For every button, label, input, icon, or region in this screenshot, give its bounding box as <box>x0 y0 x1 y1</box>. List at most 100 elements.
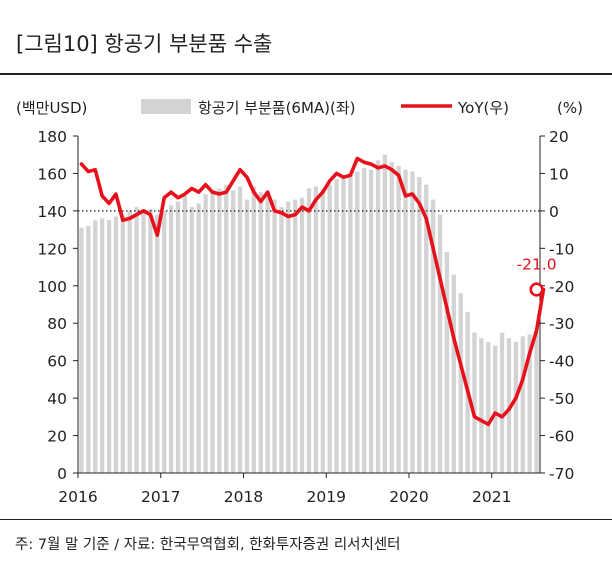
bar <box>155 214 160 473</box>
x-tick-label: 2019 <box>307 488 346 506</box>
yoy-line <box>79 156 546 427</box>
bar <box>527 334 532 473</box>
last-point-marker <box>529 282 544 297</box>
bar <box>286 201 291 473</box>
right-tick-label: -70 <box>549 465 574 483</box>
bar <box>479 338 484 473</box>
x-tick-label: 2016 <box>58 488 97 506</box>
right-axis-unit-label: (%) <box>557 99 583 117</box>
bar <box>86 225 91 473</box>
left-tick-label: 140 <box>37 203 67 221</box>
right-tick-label: 10 <box>549 165 569 183</box>
left-tick-label: 60 <box>47 353 67 371</box>
bar <box>472 332 477 473</box>
bar <box>210 190 215 474</box>
left-tick-label: 20 <box>47 428 67 446</box>
bar <box>382 154 387 473</box>
bar <box>396 165 401 473</box>
figure-title: [그림10] 항공기 부분품 수출 <box>16 32 273 56</box>
right-tick-label: -20 <box>549 278 574 296</box>
source-rule <box>0 519 612 520</box>
bar <box>430 199 436 473</box>
bar <box>493 345 498 473</box>
left-tick-label: 160 <box>37 165 67 183</box>
legend-bar-label: 항공기 부분품(6MA)(좌) <box>198 99 356 117</box>
x-tick-label: 2018 <box>224 488 263 506</box>
right-tick-label: 20 <box>549 128 569 146</box>
bar <box>410 171 415 473</box>
bar <box>120 214 125 473</box>
right-tick-label: 0 <box>549 203 559 221</box>
bar <box>106 220 112 473</box>
bar <box>113 216 119 473</box>
left-tick-label: 80 <box>47 315 67 333</box>
bar <box>203 194 208 474</box>
left-tick-label: 120 <box>37 240 67 258</box>
bar <box>403 169 408 473</box>
bar <box>534 332 539 473</box>
legend: 항공기 부분품(6MA)(좌) YoY(우) <box>141 99 509 117</box>
bar <box>244 199 250 473</box>
bar <box>231 190 236 474</box>
bar <box>217 188 222 474</box>
bar <box>127 210 132 473</box>
last-point-label: -21.0 <box>516 256 556 274</box>
bar <box>299 197 305 473</box>
bar <box>100 218 105 473</box>
source-note: 주: 7월 말 기준 / 자료: 한국무역협회, 한화투자증권 리서치센터 <box>15 537 401 553</box>
bar <box>293 199 298 473</box>
bar <box>437 214 443 473</box>
bar <box>175 201 181 473</box>
bar <box>375 160 381 473</box>
bar <box>320 188 325 474</box>
bar <box>417 177 422 473</box>
bar <box>224 184 229 473</box>
bar <box>355 171 360 473</box>
bar <box>341 177 346 473</box>
bar <box>79 227 84 473</box>
bar <box>189 207 194 473</box>
bar <box>306 188 312 474</box>
bar <box>486 341 491 473</box>
x-tick-label: 2020 <box>389 488 428 506</box>
bar <box>368 169 374 473</box>
bar <box>389 162 394 473</box>
bar <box>182 195 188 473</box>
x-tick-label: 2021 <box>472 488 511 506</box>
bar <box>265 194 270 474</box>
left-axis-unit-label: (백만USD) <box>16 99 87 117</box>
left-tick-label: 100 <box>37 278 67 296</box>
bar-series-group <box>79 154 539 474</box>
bar <box>168 205 174 473</box>
left-tick-label: 0 <box>57 465 67 483</box>
bar <box>499 332 505 473</box>
bar <box>279 207 284 473</box>
title-rule <box>0 73 612 75</box>
bar <box>148 209 153 473</box>
bar <box>506 338 512 473</box>
right-tick-label: -60 <box>549 428 574 446</box>
right-tick-label: -30 <box>549 315 574 333</box>
legend-line-label: YoY(우) <box>457 99 509 117</box>
legend-bar-swatch <box>141 99 191 114</box>
bar <box>251 186 256 474</box>
bar <box>134 207 139 473</box>
bar <box>513 341 519 473</box>
bar <box>272 199 277 473</box>
bar <box>141 209 146 473</box>
bar <box>162 210 167 473</box>
x-tick-label: 2017 <box>141 488 180 506</box>
bar <box>313 186 319 474</box>
bar <box>237 186 243 474</box>
bar <box>444 252 450 473</box>
bar <box>196 203 201 473</box>
left-tick-label: 40 <box>47 390 67 408</box>
bar <box>348 173 353 473</box>
right-tick-label: -50 <box>549 390 574 408</box>
bar <box>327 184 332 473</box>
bar <box>520 336 525 473</box>
bar <box>362 167 367 473</box>
bar <box>451 274 456 473</box>
left-tick-label: 180 <box>37 128 67 146</box>
